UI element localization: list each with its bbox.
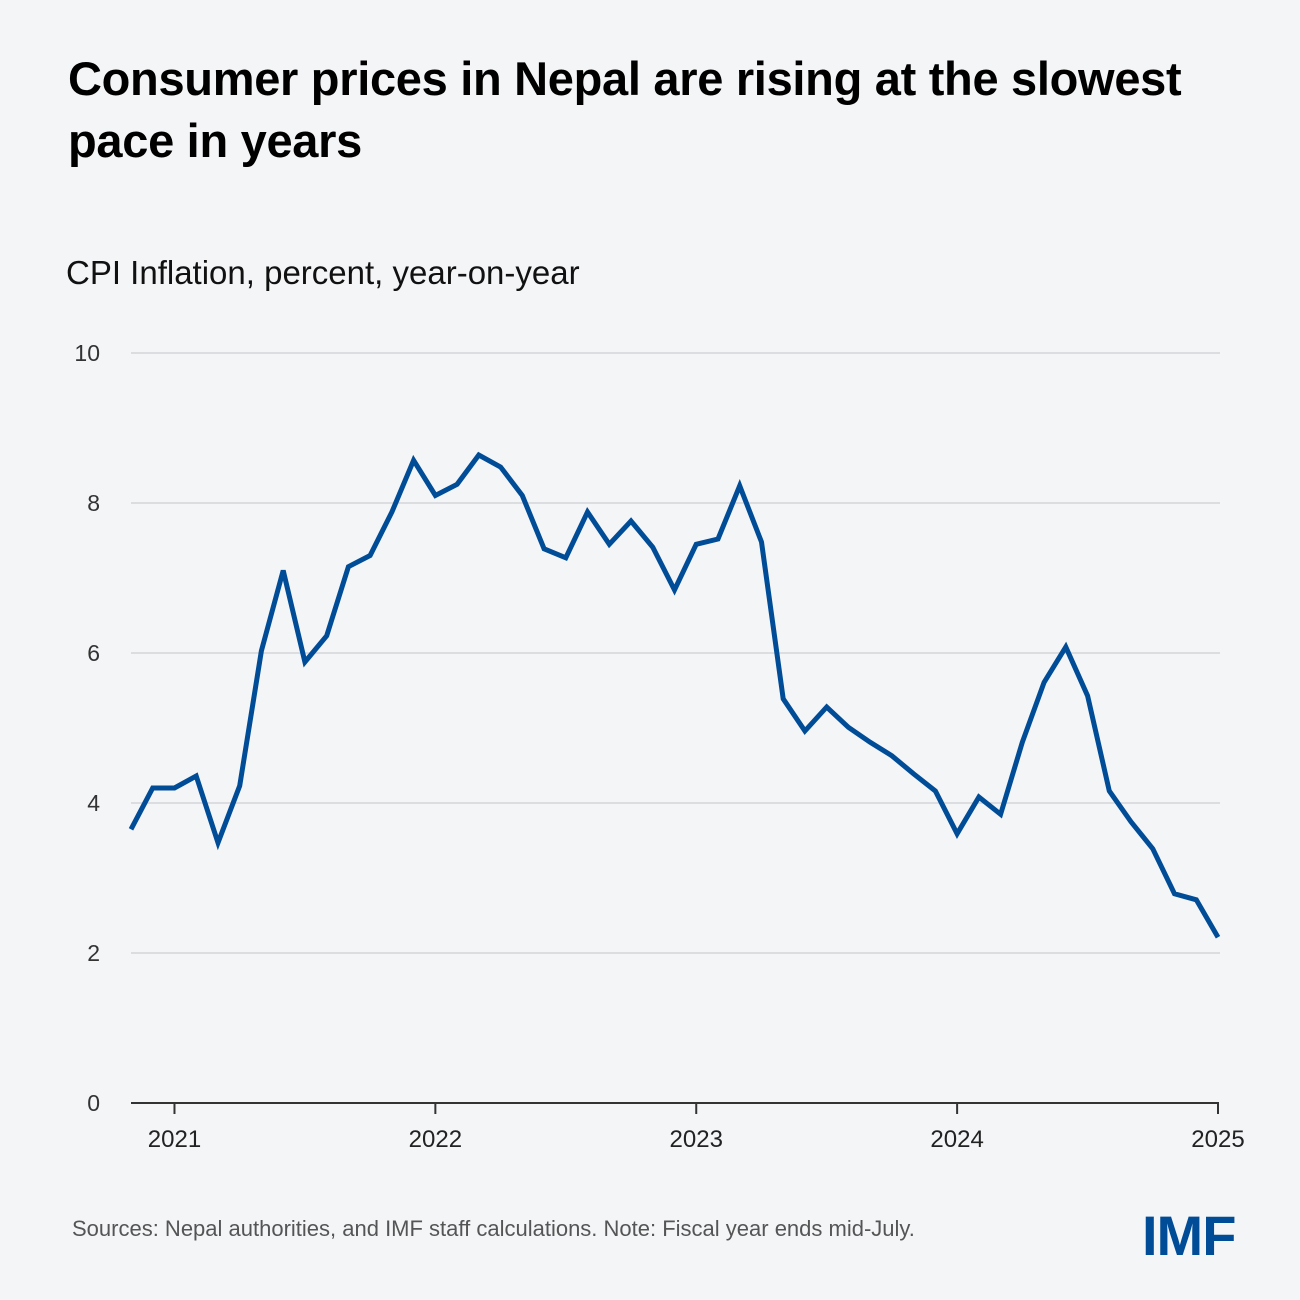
x-tick-label: 2025 — [1191, 1126, 1244, 1153]
data-point — [389, 510, 394, 515]
data-point — [302, 660, 307, 665]
data-point — [346, 564, 351, 569]
data-point — [150, 786, 155, 791]
data-point — [1085, 693, 1090, 698]
source-note: Sources: Nepal authorities, and IMF staf… — [72, 1216, 915, 1241]
data-point — [1216, 935, 1221, 940]
data-point — [607, 542, 612, 547]
data-point — [1172, 891, 1177, 896]
data-point — [868, 740, 873, 745]
data-point — [955, 831, 960, 836]
data-point — [281, 568, 286, 573]
data-point — [368, 553, 373, 558]
y-tick-label: 8 — [87, 490, 100, 516]
x-tick-label: 2023 — [670, 1126, 723, 1153]
data-point — [998, 812, 1003, 817]
data-point — [129, 827, 134, 832]
y-tick-label: 2 — [87, 940, 100, 966]
data-point — [324, 633, 329, 638]
data-point — [824, 705, 829, 710]
data-point — [694, 542, 699, 547]
data-point — [1020, 740, 1025, 745]
data-point — [629, 519, 634, 524]
data-point — [563, 555, 568, 560]
data-point — [933, 789, 938, 794]
data-point — [889, 753, 894, 758]
data-point — [759, 540, 764, 545]
y-tick-label: 4 — [87, 790, 100, 816]
data-point — [237, 783, 242, 788]
x-tick-label: 2024 — [930, 1126, 983, 1153]
data-point — [520, 493, 525, 498]
data-point — [1063, 645, 1068, 650]
x-tick-label: 2021 — [148, 1126, 201, 1153]
data-point — [455, 482, 460, 487]
data-point — [737, 483, 742, 488]
data-point — [672, 588, 677, 593]
chart-subtitle: CPI Inflation, percent, year-on-year — [66, 254, 580, 291]
data-point — [476, 453, 481, 458]
data-point — [1194, 897, 1199, 902]
chart-title: Consumer prices in Nepal are rising at t… — [68, 52, 1182, 167]
y-tick-label: 10 — [74, 340, 100, 366]
data-point — [715, 537, 720, 542]
data-point — [194, 774, 199, 779]
data-point — [259, 648, 264, 653]
data-point — [498, 465, 503, 470]
data-point — [846, 725, 851, 730]
data-point — [542, 546, 547, 551]
data-point — [411, 458, 416, 463]
data-point — [1107, 789, 1112, 794]
data-point — [781, 696, 786, 701]
data-point — [215, 840, 220, 845]
y-tick-label: 0 — [87, 1090, 100, 1116]
data-point — [1150, 846, 1155, 851]
data-point — [802, 729, 807, 734]
data-point — [650, 545, 655, 550]
data-point — [172, 786, 177, 791]
data-point — [911, 771, 916, 776]
data-point — [1042, 680, 1047, 685]
y-tick-label: 6 — [87, 640, 100, 666]
data-point — [1129, 819, 1134, 824]
data-point — [585, 510, 590, 515]
x-tick-label: 2022 — [409, 1126, 462, 1153]
imf-logo: IMF — [1142, 1204, 1236, 1267]
data-point — [976, 795, 981, 800]
cpi-inflation-line — [128, 451, 1221, 939]
data-point — [433, 493, 438, 498]
